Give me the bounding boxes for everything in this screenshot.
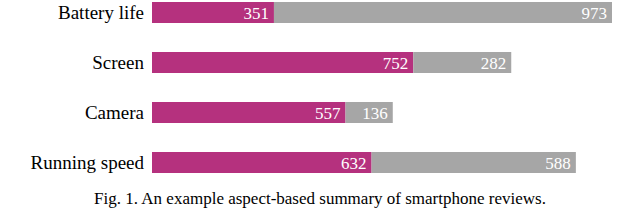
svg-text:973: 973 <box>582 4 608 23</box>
html-text:Fig. 1. An example aspect-base: Fig. 1. An example aspect-based summary … <box>94 189 546 208</box>
svg-text:Running speed: Running speed <box>31 152 145 173</box>
svg-text:588: 588 <box>545 154 571 173</box>
svg-text:Battery life: Battery life <box>58 2 144 23</box>
svg-text:632: 632 <box>341 154 367 173</box>
svg-text:557: 557 <box>315 104 341 123</box>
svg-text:Screen: Screen <box>92 52 144 73</box>
svg-text:752: 752 <box>383 54 409 73</box>
svg-text:282: 282 <box>481 54 507 73</box>
svg-text:Camera: Camera <box>85 102 145 123</box>
svg-text:351: 351 <box>243 4 269 23</box>
svg-text:136: 136 <box>362 104 388 123</box>
